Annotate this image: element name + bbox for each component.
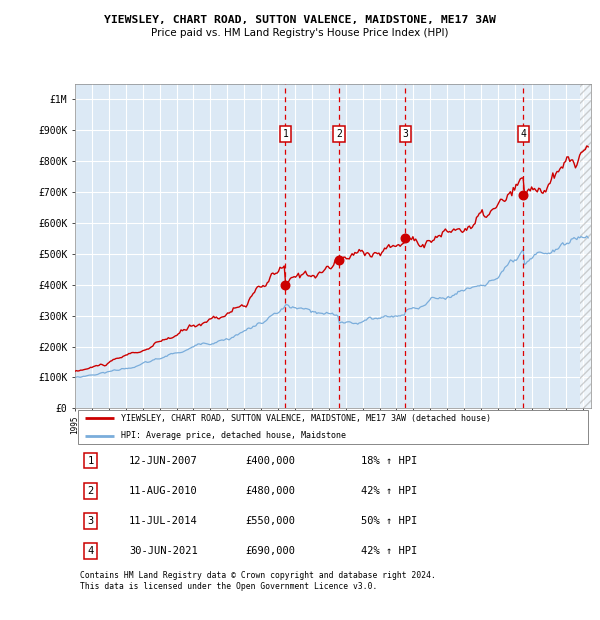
Text: 4: 4 [520, 129, 526, 139]
Text: HPI: Average price, detached house, Maidstone: HPI: Average price, detached house, Maid… [121, 432, 346, 440]
Text: Contains HM Land Registry data © Crown copyright and database right 2024.
This d: Contains HM Land Registry data © Crown c… [80, 572, 436, 591]
Text: YIEWSLEY, CHART ROAD, SUTTON VALENCE, MAIDSTONE, ME17 3AW (detached house): YIEWSLEY, CHART ROAD, SUTTON VALENCE, MA… [121, 414, 491, 422]
Text: £690,000: £690,000 [245, 546, 295, 556]
Point [281, 280, 290, 290]
Text: 3: 3 [88, 516, 94, 526]
Text: 30-JUN-2021: 30-JUN-2021 [129, 546, 198, 556]
Text: 42% ↑ HPI: 42% ↑ HPI [361, 546, 418, 556]
Text: £480,000: £480,000 [245, 485, 295, 495]
Text: 42% ↑ HPI: 42% ↑ HPI [361, 485, 418, 495]
Point [401, 233, 410, 243]
Text: 11-AUG-2010: 11-AUG-2010 [129, 485, 198, 495]
Text: YIEWSLEY, CHART ROAD, SUTTON VALENCE, MAIDSTONE, ME17 3AW: YIEWSLEY, CHART ROAD, SUTTON VALENCE, MA… [104, 16, 496, 25]
Text: Price paid vs. HM Land Registry's House Price Index (HPI): Price paid vs. HM Land Registry's House … [151, 28, 449, 38]
Text: 2: 2 [88, 485, 94, 495]
Text: 1: 1 [283, 129, 289, 139]
Point [518, 190, 528, 200]
Text: 3: 3 [403, 129, 409, 139]
Text: 18% ↑ HPI: 18% ↑ HPI [361, 456, 418, 466]
FancyBboxPatch shape [77, 410, 589, 444]
Point [334, 255, 344, 265]
Text: 50% ↑ HPI: 50% ↑ HPI [361, 516, 418, 526]
Text: 1: 1 [88, 456, 94, 466]
Text: £400,000: £400,000 [245, 456, 295, 466]
Text: £550,000: £550,000 [245, 516, 295, 526]
Text: 4: 4 [88, 546, 94, 556]
Text: 12-JUN-2007: 12-JUN-2007 [129, 456, 198, 466]
Text: 11-JUL-2014: 11-JUL-2014 [129, 516, 198, 526]
Text: 2: 2 [336, 129, 342, 139]
Polygon shape [580, 84, 591, 409]
